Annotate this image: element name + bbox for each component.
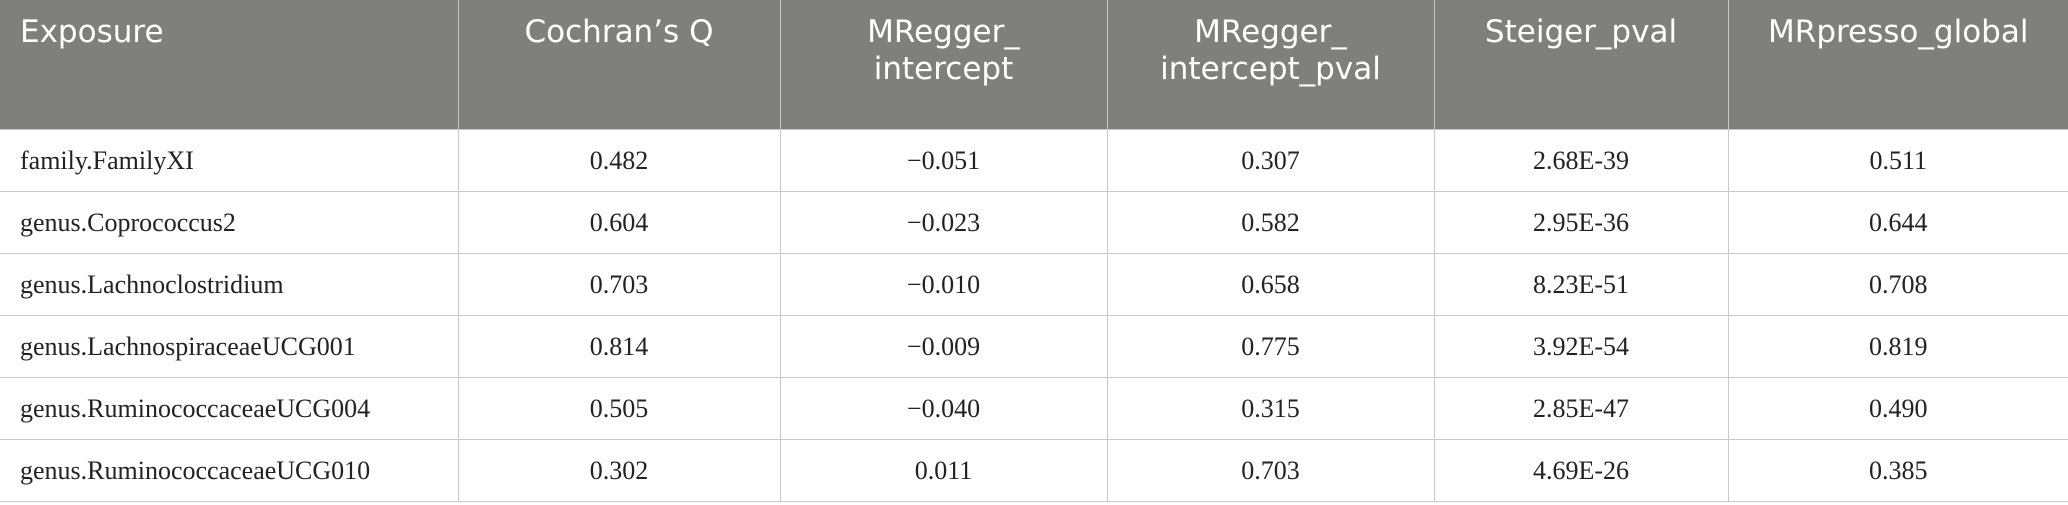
table-cell: 0.385 (1727, 439, 2068, 502)
header-cell: MRegger_ intercept (780, 0, 1108, 130)
table-cell: 0.511 (1727, 129, 2068, 192)
table-row: genus.LachnospiraceaeUCG001 0.814 −0.009 0.… (0, 315, 2068, 378)
table-cell: 4.69E-26 (1433, 439, 1729, 502)
table-cell: family.FamilyXI (0, 129, 459, 192)
table-cell: 2.68E-39 (1433, 129, 1729, 192)
table-cell: genus.Coprococcus2 (0, 191, 459, 254)
header-row: Exposure Cochran’s Q MRegger_ intercept MRe… (0, 0, 2068, 130)
table-cell: 0.708 (1727, 253, 2068, 316)
table-cell: 2.95E-36 (1433, 191, 1729, 254)
table-row: genus.Coprococcus2 0.604 −0.023 0.582 2.95E-… (0, 191, 2068, 254)
table-row: genus.RuminococcaceaeUCG010 0.302 0.011 0.7… (0, 439, 2068, 502)
table-cell: 0.302 (457, 439, 781, 502)
table-cell: genus.RuminococcaceaeUCG010 (0, 439, 459, 502)
table-cell: 0.482 (457, 129, 781, 192)
table-cell: 0.011 (779, 439, 1108, 502)
table-cell: 8.23E-51 (1433, 253, 1729, 316)
table-cell: −0.051 (779, 129, 1108, 192)
table-cell: −0.009 (779, 315, 1108, 378)
table-cell: 0.775 (1106, 315, 1435, 378)
table-row: family.FamilyXI 0.482 −0.051 0.307 2.68E-39 0… (0, 129, 2068, 192)
table-cell: 0.703 (1106, 439, 1435, 502)
table-row: genus.Lachnoclostridium 0.703 −0.010 0.658 8… (0, 253, 2068, 316)
table-cell: 0.644 (1727, 191, 2068, 254)
table-cell: 0.490 (1727, 377, 2068, 440)
table-cell: 0.658 (1106, 253, 1435, 316)
table-cell: 0.814 (457, 315, 781, 378)
table-cell: 0.703 (457, 253, 781, 316)
table-cell: 0.307 (1106, 129, 1435, 192)
header-cell: Cochran’s Q (458, 0, 781, 130)
table-cell: genus.LachnospiraceaeUCG001 (0, 315, 459, 378)
header-cell: MRegger_ intercept_pval (1107, 0, 1435, 130)
table-cell: genus.Lachnoclostridium (0, 253, 459, 316)
table-cell: −0.023 (779, 191, 1108, 254)
table-cell: 0.604 (457, 191, 781, 254)
table-cell: −0.010 (779, 253, 1108, 316)
header-cell: Steiger_pval (1434, 0, 1729, 130)
header-cell: MRpresso_global (1728, 0, 2068, 130)
table-cell: 3.92E-54 (1433, 315, 1729, 378)
table-cell: 2.85E-47 (1433, 377, 1729, 440)
table-row: genus.RuminococcaceaeUCG004 0.505 −0.040 0.… (0, 377, 2068, 440)
table-cell: 0.819 (1727, 315, 2068, 378)
table-cell: 0.505 (457, 377, 781, 440)
table-cell: genus.RuminococcaceaeUCG004 (0, 377, 459, 440)
table-cell: 0.315 (1106, 377, 1435, 440)
header-cell: Exposure (0, 0, 459, 130)
table-body: family.FamilyXI 0.482 −0.051 0.307 2.68E-39 0… (0, 129, 2068, 502)
table-cell: 0.582 (1106, 191, 1435, 254)
table-cell: −0.040 (779, 377, 1108, 440)
